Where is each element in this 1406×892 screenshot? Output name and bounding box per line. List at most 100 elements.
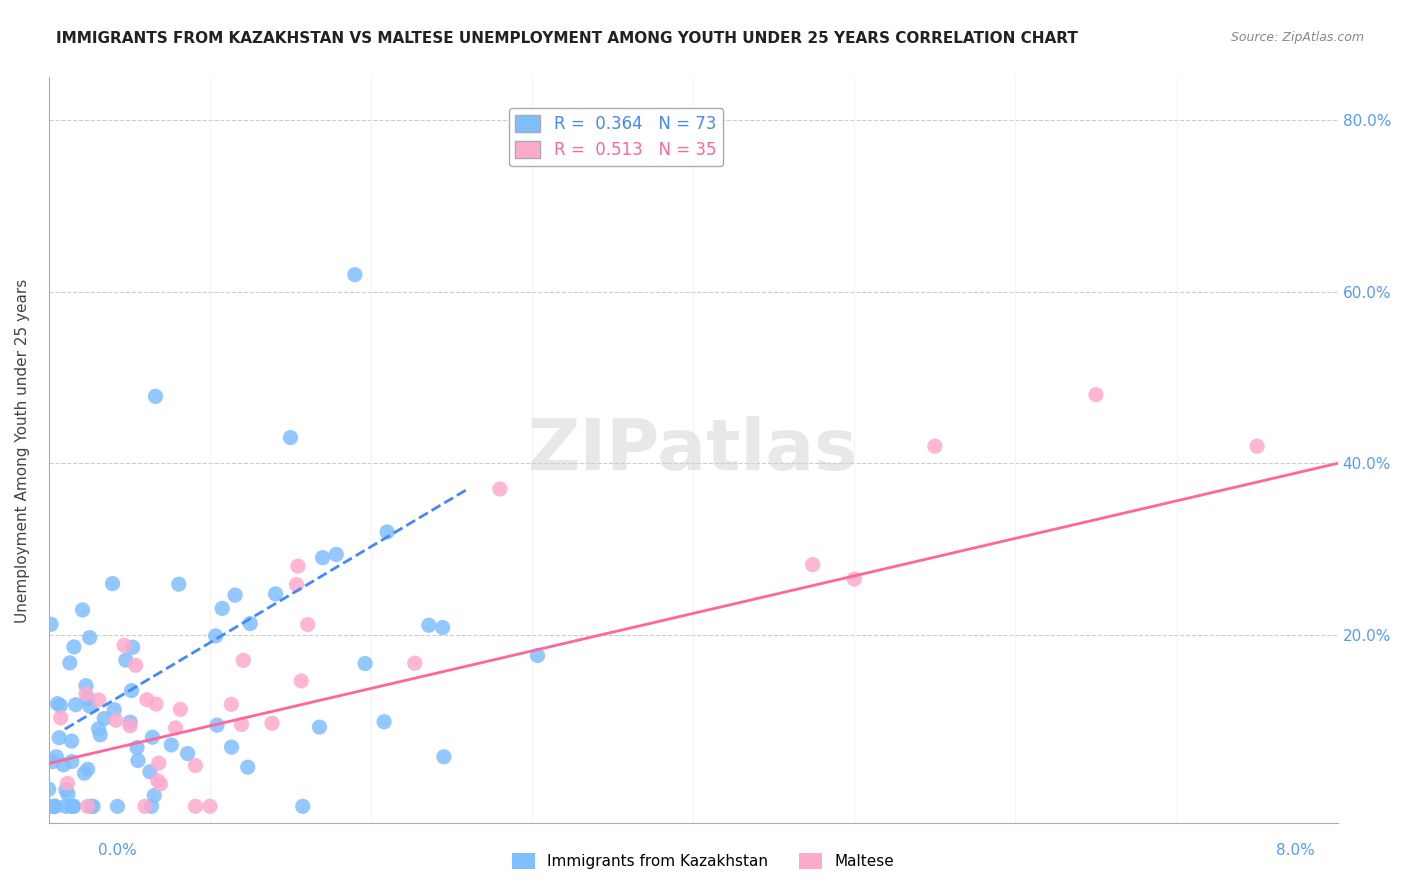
Point: [184, 799, 207, 814]
Point: [291, 799, 314, 814]
Point: [184, 758, 207, 772]
Point: [62, 799, 84, 814]
Point: [169, 702, 191, 716]
Point: [433, 749, 456, 764]
Point: [280, 431, 302, 445]
Point: [72, 603, 94, 617]
Point: [41, 755, 63, 769]
Point: [52, 757, 75, 772]
Point: [38, 799, 60, 814]
Point: [1246, 439, 1268, 453]
Point: [104, 713, 127, 727]
Point: [354, 657, 377, 671]
Point: [73, 766, 96, 780]
Point: [75, 687, 97, 701]
Point: [1084, 388, 1107, 402]
Point: [139, 764, 162, 779]
Point: [55, 783, 77, 797]
Point: [93, 712, 115, 726]
Point: [89, 728, 111, 742]
Point: [59, 656, 82, 670]
Point: [404, 656, 426, 670]
Point: [118, 719, 141, 733]
Point: [49, 711, 72, 725]
Point: [124, 658, 146, 673]
Legend: Immigrants from Kazakhstan, Maltese: Immigrants from Kazakhstan, Maltese: [506, 847, 900, 875]
Point: [924, 439, 946, 453]
Point: [87, 693, 110, 707]
Point: [60, 755, 83, 769]
Point: [325, 548, 347, 562]
Point: [60, 734, 83, 748]
Point: [167, 577, 190, 591]
Point: [62, 799, 84, 814]
Legend: R =  0.364   N = 73, R =  0.513   N = 35: R = 0.364 N = 73, R = 0.513 N = 35: [509, 108, 723, 166]
Text: Source: ZipAtlas.com: Source: ZipAtlas.com: [1230, 31, 1364, 45]
Point: [844, 572, 866, 586]
Point: [239, 616, 262, 631]
Point: [107, 799, 129, 814]
Point: [121, 683, 143, 698]
Point: [49, 698, 72, 713]
Point: [145, 389, 167, 403]
Point: [121, 640, 143, 655]
Point: [526, 648, 548, 663]
Point: [48, 731, 70, 745]
Point: [42, 799, 65, 814]
Point: [63, 640, 86, 654]
Point: [79, 699, 101, 714]
Point: [165, 721, 187, 735]
Point: [56, 776, 79, 790]
Point: [160, 738, 183, 752]
Point: [224, 588, 246, 602]
Point: [115, 653, 138, 667]
Point: [76, 762, 98, 776]
Point: [141, 730, 163, 744]
Point: [146, 773, 169, 788]
Point: [79, 631, 101, 645]
Point: [260, 716, 283, 731]
Point: [149, 777, 172, 791]
Point: [82, 799, 104, 814]
Point: [232, 653, 254, 667]
Point: [308, 720, 330, 734]
Point: [87, 722, 110, 736]
Point: [65, 698, 87, 712]
Point: [375, 524, 398, 539]
Point: [76, 691, 98, 706]
Point: [373, 714, 395, 729]
Point: [143, 789, 166, 803]
Point: [285, 577, 308, 591]
Point: [145, 697, 167, 711]
Point: [148, 756, 170, 771]
Point: [112, 639, 135, 653]
Point: [297, 617, 319, 632]
Point: [432, 621, 454, 635]
Point: [205, 718, 228, 732]
Point: [176, 747, 198, 761]
Text: ZIPatlas: ZIPatlas: [529, 416, 858, 485]
Point: [120, 715, 142, 730]
Point: [343, 268, 366, 282]
Point: [38, 782, 60, 797]
Text: 8.0%: 8.0%: [1275, 843, 1315, 858]
Y-axis label: Unemployment Among Youth under 25 years: Unemployment Among Youth under 25 years: [15, 278, 30, 623]
Point: [489, 482, 512, 496]
Point: [125, 740, 148, 755]
Point: [76, 799, 98, 814]
Point: [55, 799, 77, 814]
Point: [287, 559, 309, 574]
Point: [264, 587, 287, 601]
Text: 0.0%: 0.0%: [98, 843, 138, 858]
Point: [418, 618, 440, 632]
Point: [801, 558, 824, 572]
Point: [311, 550, 333, 565]
Point: [141, 799, 163, 814]
Point: [101, 576, 124, 591]
Point: [221, 698, 243, 712]
Point: [198, 799, 221, 814]
Point: [80, 799, 103, 814]
Point: [236, 760, 259, 774]
Point: [134, 799, 156, 814]
Point: [39, 617, 62, 632]
